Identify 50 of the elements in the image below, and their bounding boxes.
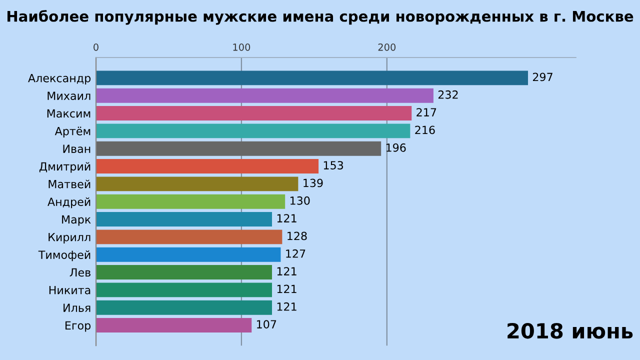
bar [96,88,434,103]
bar [96,106,412,121]
chart-title: Наиболее популярные мужские имена среди новорожденных в г. Москве [7,10,634,25]
data-label: 121 [277,267,296,276]
y-tick-label: Артём [54,126,90,138]
data-label: 216 [415,126,435,134]
bar [96,194,286,209]
bar [96,70,528,86]
annotation: 2018 июнь [508,322,633,339]
y-tick-label: Матвей [48,180,90,188]
y-tick-label: Тимофей [38,250,90,262]
y-tick-label: Михаил [48,92,90,100]
x-tick-label: 100 [233,44,250,51]
y-tick-label: Максим [47,109,90,118]
data-label: 217 [416,108,436,116]
y-tick-label: Марк [62,215,91,226]
y-tick-label: Андрей [48,197,90,208]
data-label: 121 [277,214,296,222]
data-label: 196 [386,143,406,152]
y-tick-label: Егор [66,321,91,332]
data-label: 139 [304,178,323,188]
x-tick-label: 0 [94,44,98,51]
data-label: 297 [532,72,552,82]
bar [96,282,272,298]
y-tick-label: Лев [70,268,90,277]
y-tick-label: Александр [28,74,91,84]
bar [96,300,272,315]
bar [96,247,281,262]
y-tick-label: Илья [64,304,90,312]
x-tick-label: 200 [378,44,396,51]
y-tick-label: Никита [49,286,90,294]
data-label: 232 [438,90,458,99]
bar [96,176,298,192]
data-label: 121 [277,284,296,293]
y-tick-label: Дмитрий [39,162,90,173]
data-label: 130 [290,196,310,205]
bar [96,212,272,227]
bar [96,265,272,280]
bar [96,141,382,156]
bar [96,124,410,138]
data-label: 107 [257,320,276,328]
data-label: 121 [277,302,296,311]
data-label: 128 [288,232,307,240]
y-tick-label: Кирилл [48,233,90,244]
bar [96,230,282,244]
y-tick-label: Иван [63,144,90,153]
bar [96,159,319,174]
data-label: 127 [286,249,306,258]
bar [96,318,252,333]
data-label: 153 [324,161,344,170]
